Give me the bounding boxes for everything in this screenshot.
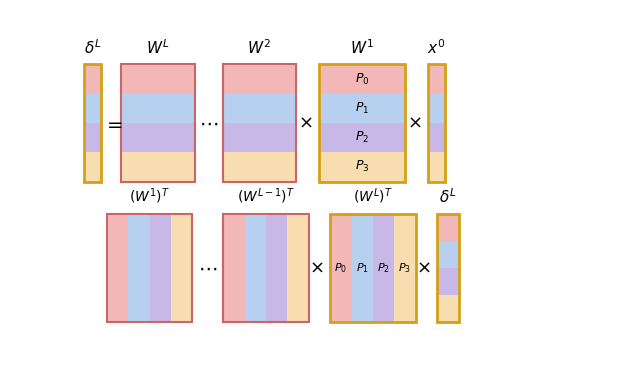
Bar (244, 214, 266, 322)
Text: $P_3$: $P_3$ (399, 261, 412, 275)
Bar (287, 214, 308, 322)
Bar (437, 268, 459, 295)
Bar (223, 214, 308, 322)
Text: $\cdots$: $\cdots$ (199, 113, 218, 132)
Text: $(W^1)^T$: $(W^1)^T$ (129, 187, 170, 206)
Bar (223, 152, 296, 182)
Text: $P_1$: $P_1$ (355, 101, 369, 116)
Text: $\times$: $\times$ (298, 114, 313, 132)
Bar (121, 152, 195, 182)
Text: $W^1$: $W^1$ (350, 38, 374, 57)
Bar (223, 214, 244, 322)
Bar (428, 64, 445, 94)
Bar (437, 241, 459, 268)
Text: $(W^L)^T$: $(W^L)^T$ (353, 187, 393, 206)
Bar (84, 123, 101, 152)
Text: $P_0$: $P_0$ (335, 261, 348, 275)
Text: $P_1$: $P_1$ (356, 261, 369, 275)
Bar (223, 123, 296, 152)
Bar (330, 214, 351, 322)
Text: $\times$: $\times$ (406, 114, 421, 132)
Bar (150, 214, 171, 322)
Bar (330, 214, 415, 322)
Bar (121, 64, 195, 182)
Text: $W^L$: $W^L$ (146, 38, 170, 57)
Bar (121, 94, 195, 123)
Bar (107, 214, 129, 322)
Text: $W^2$: $W^2$ (248, 38, 271, 57)
Bar (84, 64, 101, 94)
Bar (84, 64, 101, 182)
Bar (319, 152, 404, 182)
Bar (121, 64, 195, 94)
Bar (437, 295, 459, 322)
Bar (351, 214, 373, 322)
Text: $(W^{L-1})^T$: $(W^{L-1})^T$ (237, 187, 295, 206)
Text: $\delta^L$: $\delta^L$ (83, 38, 101, 57)
Text: $\delta^L$: $\delta^L$ (439, 187, 457, 206)
Bar (319, 64, 404, 94)
Bar (223, 94, 296, 123)
Bar (437, 214, 459, 241)
Bar (394, 214, 415, 322)
Bar (319, 94, 404, 123)
Bar (428, 152, 445, 182)
Bar (171, 214, 193, 322)
Bar (129, 214, 150, 322)
Bar (84, 94, 101, 123)
Bar (121, 123, 195, 152)
Bar (428, 94, 445, 123)
Text: $P_2$: $P_2$ (355, 130, 369, 145)
Bar (319, 123, 404, 152)
Bar (428, 123, 445, 152)
Text: $\times$: $\times$ (416, 259, 431, 277)
Bar (107, 214, 193, 322)
Bar (84, 152, 101, 182)
Text: $=$: $=$ (103, 113, 124, 132)
Bar (266, 214, 287, 322)
Bar (428, 64, 445, 182)
Bar (373, 214, 394, 322)
Bar (319, 64, 404, 182)
Text: $P_3$: $P_3$ (355, 159, 369, 175)
Bar (223, 64, 296, 94)
Text: $\cdots$: $\cdots$ (198, 258, 218, 277)
Bar (437, 214, 459, 322)
Text: $\times$: $\times$ (309, 259, 324, 277)
Text: $x^0$: $x^0$ (428, 38, 445, 57)
Text: $P_2$: $P_2$ (377, 261, 390, 275)
Bar (223, 64, 296, 182)
Text: $P_0$: $P_0$ (355, 72, 369, 87)
